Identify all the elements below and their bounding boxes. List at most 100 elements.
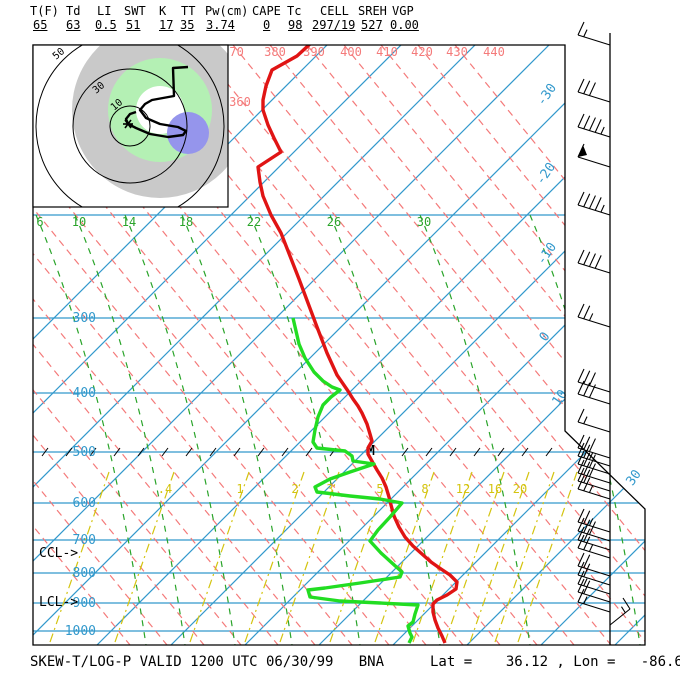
height-tick bbox=[425, 447, 433, 457]
dry-adiabat-line bbox=[454, 45, 645, 645]
height-tick bbox=[185, 447, 193, 457]
mixing-ratio-label: 1 bbox=[236, 482, 243, 496]
dry-adiabat-line bbox=[33, 45, 390, 645]
pressure-label: 600 bbox=[73, 496, 96, 511]
height-tick bbox=[113, 447, 121, 457]
wind-barb bbox=[577, 552, 611, 577]
dry-adiabat-line bbox=[343, 45, 645, 645]
index-label-cape: CAPE bbox=[252, 4, 281, 18]
mixing-ratio-label: 12 bbox=[456, 482, 470, 496]
index-value-td: 63 bbox=[66, 18, 81, 32]
mixing-ratio-line bbox=[493, 471, 555, 645]
index-label-li: LI bbox=[97, 4, 112, 18]
mixing-ratio-line bbox=[278, 471, 340, 645]
wind-barb bbox=[577, 475, 611, 500]
index-value-sreh: 527 bbox=[361, 18, 383, 32]
wind-barb bbox=[577, 517, 611, 542]
isotherm-line bbox=[33, 45, 404, 645]
index-label-cell: CELL bbox=[320, 4, 349, 18]
mixing-ratio-line bbox=[243, 471, 305, 645]
index-value-vgp: 0.00 bbox=[390, 18, 419, 32]
isotherm-line bbox=[540, 45, 645, 645]
ccl-label: CCL-> bbox=[39, 546, 78, 561]
freezing-level-marker: M bbox=[367, 444, 375, 459]
wind-barb bbox=[577, 534, 611, 559]
moist-adiabat-label: 10 bbox=[72, 215, 86, 229]
dry-adiabat-line bbox=[33, 45, 316, 645]
wind-barb bbox=[577, 467, 611, 492]
wind-barb bbox=[577, 408, 611, 433]
mixing-ratio-line bbox=[48, 471, 110, 645]
isotherm-label: -30 bbox=[534, 81, 560, 109]
wind-barb bbox=[609, 597, 631, 626]
index-value-swt: 51 bbox=[126, 18, 141, 32]
hodo-range-ring bbox=[109, 105, 151, 147]
moist-adiabat-label: 30 bbox=[417, 215, 431, 229]
mixing-ratio-label: 16 bbox=[488, 482, 502, 496]
index-label-k: K bbox=[159, 4, 167, 18]
moist-adiabat-line bbox=[124, 214, 236, 645]
dry-adiabat-line bbox=[33, 45, 464, 645]
index-label-t(f): T(F) bbox=[30, 4, 59, 18]
moist-adiabat-line bbox=[650, 215, 680, 645]
height-tick bbox=[305, 447, 313, 457]
height-tick bbox=[449, 447, 457, 457]
isotherm-line bbox=[33, 45, 330, 645]
height-tick bbox=[209, 447, 217, 457]
mixing-ratio-line bbox=[516, 471, 578, 645]
index-value-pw(cm): 3.74 bbox=[206, 18, 235, 32]
moist-adiabat-line bbox=[35, 214, 147, 645]
pressure-label: 900 bbox=[73, 596, 96, 611]
isotherm-line bbox=[466, 45, 645, 645]
index-label-td: Td bbox=[66, 4, 81, 18]
height-tick bbox=[281, 447, 289, 457]
height-tick bbox=[497, 447, 505, 457]
pressure-label: 300 bbox=[73, 311, 96, 326]
theta-label: 430 bbox=[446, 45, 468, 59]
wind-barb bbox=[577, 526, 611, 551]
moist-adiabat-line bbox=[529, 214, 641, 645]
dry-adiabat-line bbox=[195, 45, 645, 645]
hodo-range-ring bbox=[35, 45, 225, 207]
dry-adiabat-line bbox=[84, 45, 575, 645]
wind-barb bbox=[577, 442, 611, 467]
moist-adiabat-line bbox=[181, 214, 293, 645]
index-label-tc: Tc bbox=[287, 4, 302, 18]
isotherm-label: 0 bbox=[537, 329, 554, 344]
height-tick bbox=[41, 447, 49, 457]
isotherm-line bbox=[244, 45, 645, 645]
plot-boundary bbox=[32, 44, 646, 646]
temperature-trace bbox=[256, 45, 459, 644]
mixing-ratio-line bbox=[443, 471, 505, 645]
mixing-ratio-label: 5 bbox=[376, 482, 383, 496]
wind-barb bbox=[577, 570, 611, 595]
mixing-ratio-line bbox=[468, 471, 530, 645]
dry-adiabat-line bbox=[33, 45, 353, 645]
theta-label: 420 bbox=[411, 45, 433, 59]
height-tick bbox=[137, 447, 145, 457]
moist-adiabat-label: 6 bbox=[36, 215, 43, 229]
mixing-ratio-label: 20 bbox=[513, 482, 527, 496]
isotherm-line bbox=[170, 45, 645, 645]
lcl-label: LCL-> bbox=[39, 595, 78, 610]
dry-adiabat-line bbox=[380, 45, 645, 645]
pressure-label: 800 bbox=[73, 566, 96, 581]
wind-barb bbox=[577, 78, 611, 103]
dry-adiabat-line bbox=[33, 45, 501, 645]
index-label-swt: SWT bbox=[124, 4, 146, 18]
dry-adiabat-line bbox=[158, 45, 645, 645]
isotherm-label: -10 bbox=[534, 240, 560, 268]
theta-label: 380 bbox=[264, 45, 286, 59]
pressure-label: 500 bbox=[73, 445, 96, 460]
wind-barb bbox=[577, 561, 611, 586]
index-value-cape: 0 bbox=[263, 18, 271, 32]
height-tick bbox=[65, 447, 73, 457]
isotherm-label: 10 bbox=[549, 387, 570, 408]
wind-barb bbox=[577, 578, 611, 603]
wind-barb bbox=[577, 588, 611, 613]
wind-barb bbox=[577, 143, 611, 168]
height-tick bbox=[161, 447, 169, 457]
height-tick bbox=[545, 447, 553, 457]
moist-adiabat-label: 14 bbox=[122, 215, 136, 229]
